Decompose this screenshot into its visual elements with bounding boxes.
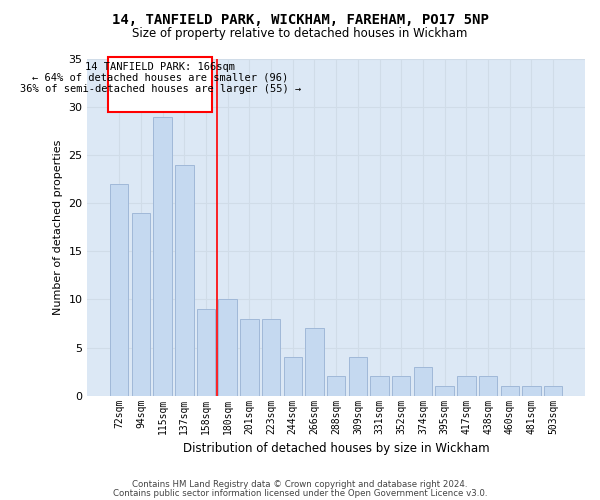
Bar: [154, 116, 172, 396]
Bar: [197, 309, 215, 396]
Text: Contains public sector information licensed under the Open Government Licence v3: Contains public sector information licen…: [113, 489, 487, 498]
Text: ← 64% of detached houses are smaller (96): ← 64% of detached houses are smaller (96…: [32, 72, 289, 83]
Bar: [522, 386, 541, 396]
Bar: [109, 57, 212, 112]
Text: 14, TANFIELD PARK, WICKHAM, FAREHAM, PO17 5NP: 14, TANFIELD PARK, WICKHAM, FAREHAM, PO1…: [112, 12, 488, 26]
Y-axis label: Number of detached properties: Number of detached properties: [53, 140, 63, 315]
Bar: [457, 376, 476, 396]
Bar: [500, 386, 519, 396]
Bar: [131, 213, 150, 396]
Bar: [327, 376, 346, 396]
Bar: [479, 376, 497, 396]
Bar: [175, 165, 194, 396]
Text: 14 TANFIELD PARK: 166sqm: 14 TANFIELD PARK: 166sqm: [85, 62, 235, 72]
Bar: [284, 357, 302, 396]
Bar: [110, 184, 128, 396]
Text: 36% of semi-detached houses are larger (55) →: 36% of semi-detached houses are larger (…: [20, 84, 301, 94]
Bar: [305, 328, 323, 396]
Bar: [392, 376, 410, 396]
Bar: [436, 386, 454, 396]
Bar: [262, 318, 280, 396]
Bar: [349, 357, 367, 396]
Bar: [414, 367, 432, 396]
Bar: [370, 376, 389, 396]
Bar: [240, 318, 259, 396]
Bar: [218, 300, 237, 396]
X-axis label: Distribution of detached houses by size in Wickham: Distribution of detached houses by size …: [183, 442, 490, 455]
Text: Contains HM Land Registry data © Crown copyright and database right 2024.: Contains HM Land Registry data © Crown c…: [132, 480, 468, 489]
Bar: [544, 386, 562, 396]
Text: Size of property relative to detached houses in Wickham: Size of property relative to detached ho…: [133, 28, 467, 40]
